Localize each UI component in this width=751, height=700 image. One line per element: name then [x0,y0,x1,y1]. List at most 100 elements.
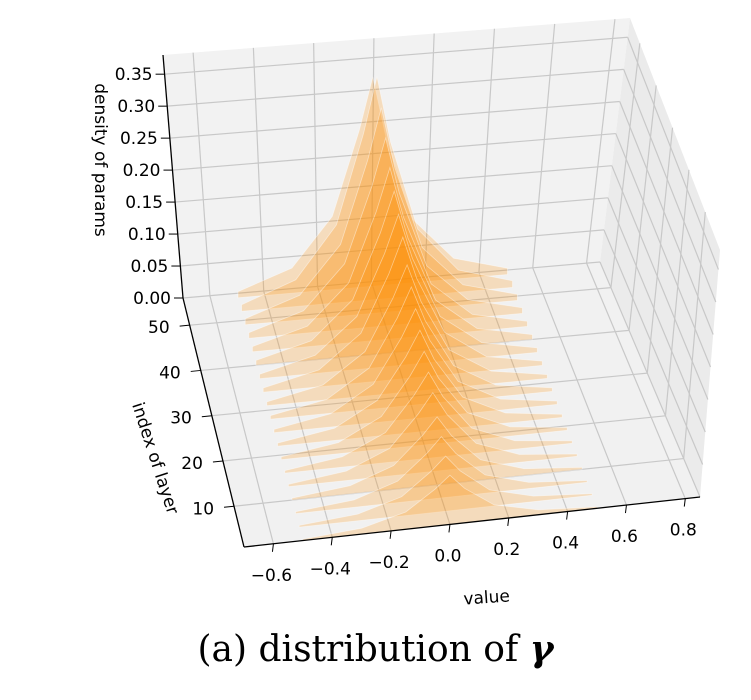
x-tick-mark [566,511,569,520]
grid-line [370,38,375,282]
grid-line [610,43,641,288]
x-tick-label: −0.2 [368,553,409,573]
grid-line [211,372,648,417]
x-tick-mark [389,530,392,539]
density-layer-22 [277,329,563,447]
grid-line [164,36,628,75]
density-layer-19 [280,350,568,461]
grid-line [664,169,690,416]
x-tick-label: 0.2 [493,540,520,560]
y-tick-label: 50 [148,318,170,338]
x-axis-line [243,496,701,548]
grid-line [532,267,628,506]
z-tick-label: 0.30 [117,97,155,117]
z-tick-label: 0.35 [115,65,153,85]
grid-line [424,276,510,519]
grid-line [177,197,608,235]
grid-line [627,37,719,270]
back-pane [163,18,630,298]
density-layer-52 [241,76,513,312]
x-tick-mark [271,543,274,552]
x-tick-label: 0.4 [552,534,579,554]
figure-caption: (a) distribution of γ [0,628,751,670]
grid-line [478,272,569,512]
grid-line [478,28,496,273]
grid-line [532,23,556,268]
density-layer-31 [266,263,548,407]
grid-line [222,415,666,462]
grid-line [175,165,612,203]
caption-text: (a) distribution of [197,629,519,670]
right-pane [600,18,720,497]
grid-line [233,457,684,507]
grid-line [316,286,392,532]
grid-line [209,295,275,544]
grid-line [169,100,620,139]
grid-line [615,133,712,368]
3d-density-chart: −0.6 −0.4 −0.2 0.0 0.2 0.4 0.6 0.8 10 20 30 40 50 0.0… [90,18,720,610]
grid-line [646,127,674,374]
grid-line [167,68,624,107]
y-tick-mark [179,324,190,327]
density-layer-40 [255,189,533,366]
grid-line [424,33,435,278]
grid-line [192,52,211,296]
grid-line [619,101,714,335]
density-layer-49 [244,107,518,326]
z-tick-label: 0.10 [128,225,166,245]
x-tick-label: 0.0 [434,546,461,566]
grid-line [585,262,686,499]
y-axis-line [182,297,245,548]
y-tick-mark [190,369,201,372]
z-tick-label: 0.20 [123,161,161,181]
density-layer-37 [259,213,538,380]
grid-line [172,132,616,171]
floor-pane [183,262,700,547]
x-tick-mark [624,505,627,514]
density-layer-43 [251,166,528,353]
grid-line [252,47,265,292]
x-tick-mark [507,517,510,527]
grid-line [189,287,611,326]
x-tick-mark [683,498,686,507]
x-tick-label: −0.6 [251,566,292,586]
y-tick-mark [212,460,223,463]
z-tick-label: 0.05 [131,257,169,277]
x-axis-label: value [463,586,511,609]
tick-labels: −0.6 −0.4 −0.2 0.0 0.2 0.4 0.6 0.8 10 20 30 40 50 0.0… [115,65,697,586]
z-axis-label: density of params [90,83,110,237]
x-tick-mark [448,524,451,533]
density-layer-10 [291,416,583,501]
z-axis-line [162,54,184,299]
z-tick-label: 0.15 [125,193,163,213]
axis-panes [163,18,720,547]
grid-line [611,165,709,400]
density-layer-4 [298,455,593,528]
density-layer-7 [295,435,588,515]
grid-line [370,281,451,525]
grid-line [599,261,701,498]
density-layer-55 [237,76,508,299]
axis-lines [162,54,701,548]
z-tick-label: 0.25 [120,129,158,149]
z-tick-label: 0.00 [133,289,171,309]
density-surfaces [237,76,598,541]
density-layer-1 [302,474,598,541]
y-tick-label: 30 [170,409,192,429]
density-layer-13 [287,391,578,488]
grid-line [607,197,706,433]
density-layer-34 [262,236,543,393]
x-tick-label: −0.4 [310,559,351,579]
y-tick-label: 20 [181,454,203,474]
x-tick-label: 0.8 [670,521,697,541]
y-tick-label: 40 [159,363,181,383]
grid-line [182,261,601,299]
caption-symbol: γ [529,628,554,670]
grid-line [180,229,604,267]
grid-line [200,329,630,372]
y-tick-mark [201,415,212,418]
grid-line [585,19,616,264]
grid-line [603,229,704,465]
density-layer-16 [284,371,573,474]
density-layer-46 [248,136,523,339]
